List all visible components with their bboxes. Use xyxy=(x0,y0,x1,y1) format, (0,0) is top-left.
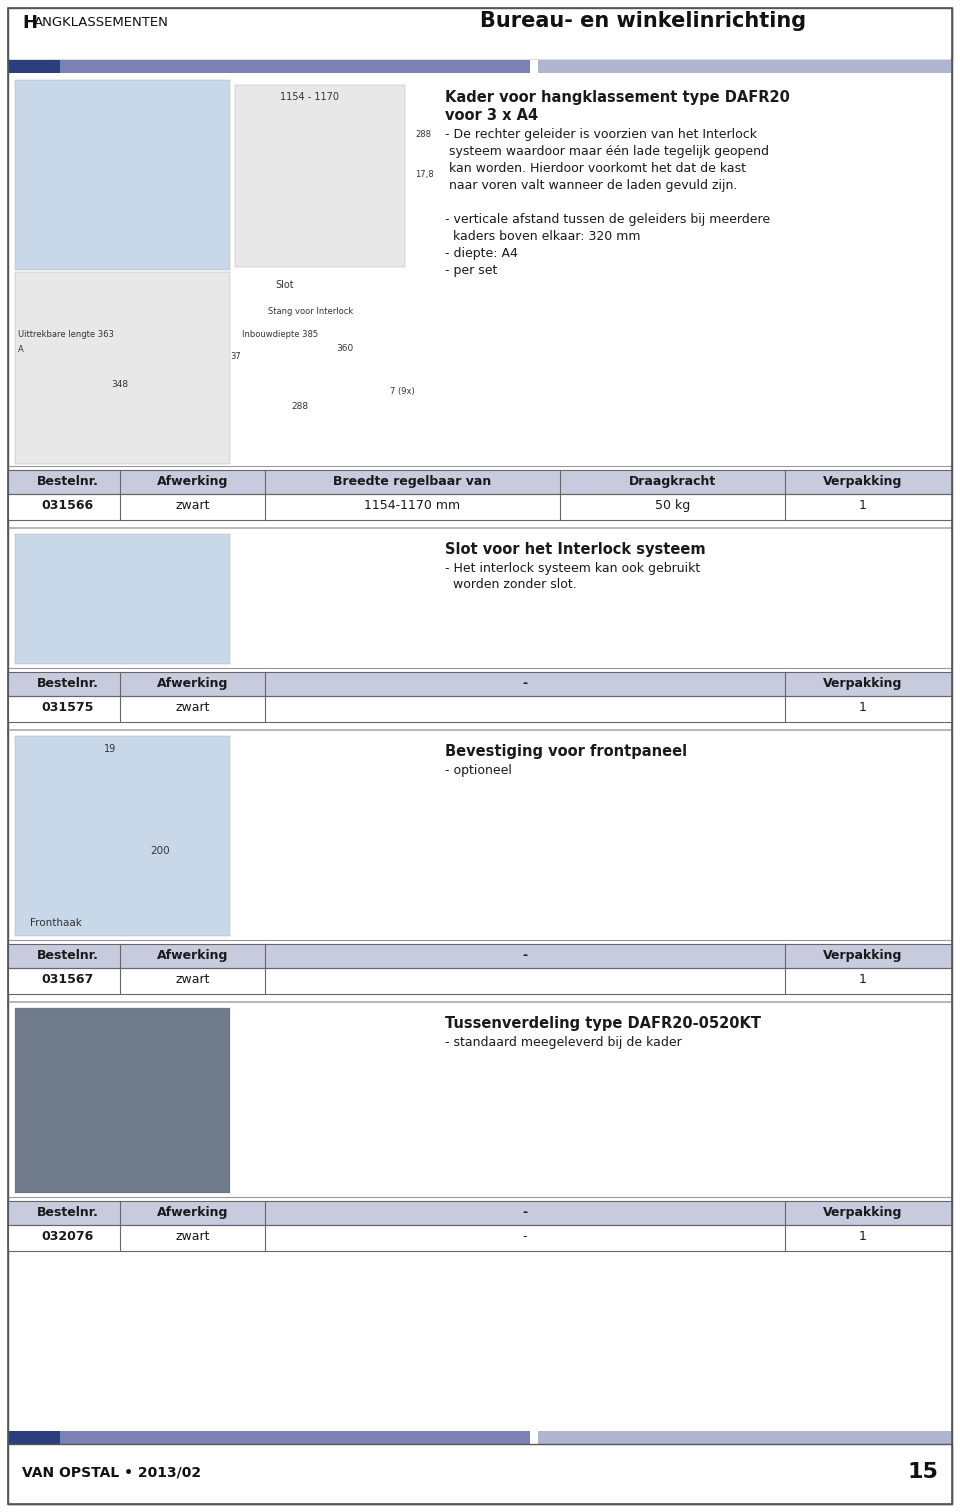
Text: Verpakking: Verpakking xyxy=(823,475,902,488)
Text: Slot: Slot xyxy=(275,280,294,290)
Text: 1154 - 1170: 1154 - 1170 xyxy=(280,92,340,101)
Text: zwart: zwart xyxy=(176,974,209,986)
Text: Draagkracht: Draagkracht xyxy=(629,475,716,488)
Text: 1: 1 xyxy=(858,1229,867,1243)
Text: - optioneel: - optioneel xyxy=(445,764,512,777)
Bar xyxy=(15,1009,230,1193)
Text: Breedte regelbaar van: Breedte regelbaar van xyxy=(333,475,492,488)
Bar xyxy=(235,85,405,268)
Text: 19: 19 xyxy=(104,744,116,754)
Text: worden zonder slot.: worden zonder slot. xyxy=(445,578,577,591)
Text: Afwerking: Afwerking xyxy=(156,950,228,962)
Bar xyxy=(60,1430,530,1444)
Text: Uittrekbare lengte 363: Uittrekbare lengte 363 xyxy=(18,330,114,339)
Text: Slot voor het Interlock systeem: Slot voor het Interlock systeem xyxy=(445,541,706,556)
Text: 031566: 031566 xyxy=(41,499,93,513)
Text: - verticale afstand tussen de geleiders bij meerdere: - verticale afstand tussen de geleiders … xyxy=(445,213,770,225)
Text: Kader voor hangklassement type DAFR20: Kader voor hangklassement type DAFR20 xyxy=(445,91,790,104)
Text: 1154-1170 mm: 1154-1170 mm xyxy=(365,499,461,513)
Bar xyxy=(8,470,952,494)
Bar xyxy=(8,8,952,60)
Text: Afwerking: Afwerking xyxy=(156,475,228,488)
Bar xyxy=(8,696,952,723)
Text: 288: 288 xyxy=(292,402,308,411)
Text: systeem waardoor maar één lade tegelijk geopend: systeem waardoor maar één lade tegelijk … xyxy=(445,145,769,157)
Text: ANGKLASSEMENTEN: ANGKLASSEMENTEN xyxy=(34,17,169,29)
Bar xyxy=(8,1201,952,1225)
Text: 288: 288 xyxy=(415,130,431,139)
Text: Stang voor Interlock: Stang voor Interlock xyxy=(268,307,353,316)
Bar xyxy=(530,60,538,73)
Text: - Het interlock systeem kan ook gebruikt: - Het interlock systeem kan ook gebruikt xyxy=(445,562,700,575)
Text: Afwerking: Afwerking xyxy=(156,1207,228,1219)
Text: 1: 1 xyxy=(858,702,867,714)
Text: -: - xyxy=(523,1229,527,1243)
Bar xyxy=(15,1009,230,1193)
Text: H: H xyxy=(22,14,37,32)
Text: 031575: 031575 xyxy=(41,702,94,714)
Text: kan worden. Hierdoor voorkomt het dat de kast: kan worden. Hierdoor voorkomt het dat de… xyxy=(445,162,746,175)
Text: - diepte: A4: - diepte: A4 xyxy=(445,246,517,260)
Text: 1: 1 xyxy=(858,499,867,513)
Text: Fronthaak: Fronthaak xyxy=(30,918,82,928)
Text: 17,8: 17,8 xyxy=(415,169,434,178)
Text: Bevestiging voor frontpaneel: Bevestiging voor frontpaneel xyxy=(445,744,687,759)
Bar xyxy=(538,1430,952,1444)
Text: zwart: zwart xyxy=(176,499,209,513)
Text: Bestelnr.: Bestelnr. xyxy=(36,1207,99,1219)
Bar xyxy=(8,1444,952,1504)
Bar xyxy=(8,943,952,968)
Text: Bestelnr.: Bestelnr. xyxy=(36,950,99,962)
Bar xyxy=(8,968,952,993)
Text: Bestelnr.: Bestelnr. xyxy=(36,475,99,488)
Text: Verpakking: Verpakking xyxy=(823,950,902,962)
Bar xyxy=(8,1201,952,1225)
Bar xyxy=(8,470,952,494)
Text: 1: 1 xyxy=(858,974,867,986)
Text: Afwerking: Afwerking xyxy=(156,677,228,689)
Bar xyxy=(8,1430,60,1444)
Text: 031567: 031567 xyxy=(41,974,94,986)
Bar xyxy=(60,60,530,73)
Text: kaders boven elkaar: 320 mm: kaders boven elkaar: 320 mm xyxy=(445,230,640,243)
Bar xyxy=(8,943,952,968)
Text: - standaard meegeleverd bij de kader: - standaard meegeleverd bij de kader xyxy=(445,1036,682,1049)
Text: 15: 15 xyxy=(907,1462,938,1482)
Text: zwart: zwart xyxy=(176,702,209,714)
Text: 200: 200 xyxy=(150,847,170,856)
Text: 360: 360 xyxy=(336,345,353,352)
Text: VAN OPSTAL • 2013/02: VAN OPSTAL • 2013/02 xyxy=(22,1465,202,1479)
Bar xyxy=(8,671,952,696)
Text: 50 kg: 50 kg xyxy=(655,499,690,513)
Text: 7 (9x): 7 (9x) xyxy=(390,387,415,396)
Text: -: - xyxy=(522,677,528,689)
Text: Bureau- en winkelinrichting: Bureau- en winkelinrichting xyxy=(480,11,806,32)
Bar xyxy=(8,60,60,73)
Bar xyxy=(15,534,230,664)
Text: Verpakking: Verpakking xyxy=(823,677,902,689)
Bar xyxy=(15,80,230,271)
Bar xyxy=(8,671,952,696)
Text: Bestelnr.: Bestelnr. xyxy=(36,677,99,689)
Bar xyxy=(530,1430,538,1444)
Text: Verpakking: Verpakking xyxy=(823,1207,902,1219)
Text: naar voren valt wanneer de laden gevuld zijn.: naar voren valt wanneer de laden gevuld … xyxy=(445,178,737,192)
Text: -: - xyxy=(522,950,528,962)
Text: voor 3 x A4: voor 3 x A4 xyxy=(445,107,539,122)
Bar xyxy=(8,1225,952,1250)
Text: Inbouwdiepte 385: Inbouwdiepte 385 xyxy=(242,330,318,339)
Text: 348: 348 xyxy=(111,380,129,389)
Bar xyxy=(8,494,952,520)
Text: zwart: zwart xyxy=(176,1229,209,1243)
Text: - per set: - per set xyxy=(445,265,497,277)
Bar xyxy=(538,60,952,73)
Text: Tussenverdeling type DAFR20-0520KT: Tussenverdeling type DAFR20-0520KT xyxy=(445,1016,761,1031)
Text: A: A xyxy=(18,345,24,354)
Text: - De rechter geleider is voorzien van het Interlock: - De rechter geleider is voorzien van he… xyxy=(445,129,757,141)
Text: -: - xyxy=(522,1207,528,1219)
Bar xyxy=(15,272,230,464)
Text: 37: 37 xyxy=(230,352,241,361)
Bar xyxy=(15,736,230,936)
Text: 032076: 032076 xyxy=(41,1229,94,1243)
